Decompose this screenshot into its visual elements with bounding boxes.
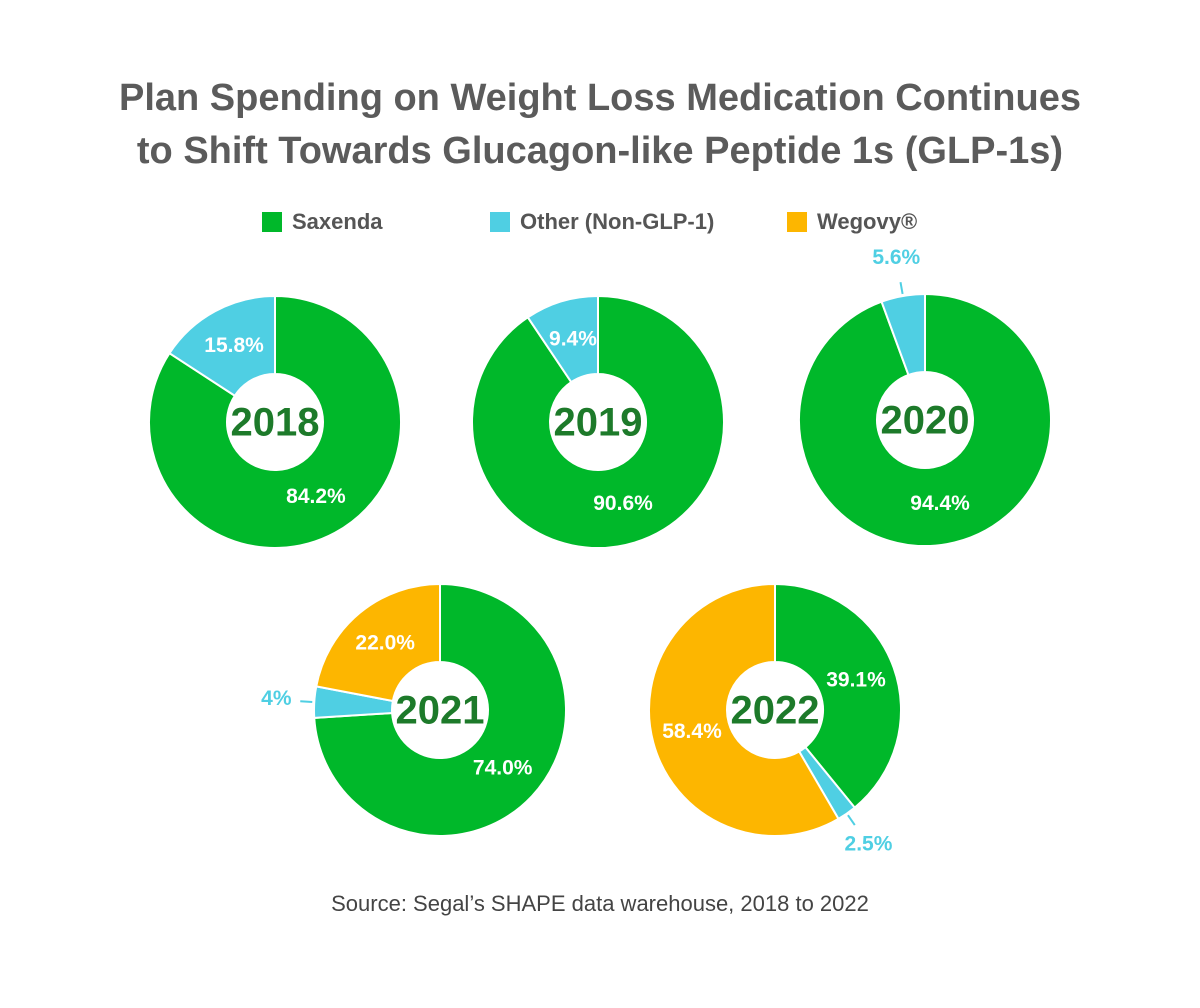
donut-segment xyxy=(313,582,567,837)
value-label: 9.4% xyxy=(549,327,597,350)
legend-label: Saxenda xyxy=(292,209,383,234)
donut-title: 2021 xyxy=(396,689,485,733)
value-label: 90.6% xyxy=(593,492,653,515)
legend-swatch xyxy=(262,212,282,232)
donut-segment xyxy=(315,582,441,703)
value-label: 22.0% xyxy=(355,631,415,654)
donut-title: 2018 xyxy=(231,401,320,445)
source: Source: Segal’s SHAPE data warehouse, 20… xyxy=(331,891,869,916)
value-label: 15.8% xyxy=(204,334,264,357)
donut-title: 2022 xyxy=(731,689,820,733)
donut-title: 2019 xyxy=(554,401,643,445)
legend-label: Other (Non-GLP-1) xyxy=(520,209,714,234)
value-label: 58.4% xyxy=(662,720,722,743)
donut-title: 2020 xyxy=(881,399,970,443)
value-label: 5.6% xyxy=(872,246,920,269)
value-label: 2.5% xyxy=(845,832,893,855)
donut-segment xyxy=(471,294,725,549)
donut-segment xyxy=(648,582,840,837)
legend-label: Wegovy® xyxy=(817,209,917,234)
donut-segment xyxy=(798,292,1052,547)
chart-title: to Shift Towards Glucagon-like Peptide 1… xyxy=(137,130,1063,172)
leader-line xyxy=(300,700,313,703)
donut-segment xyxy=(880,292,926,377)
donut-segment xyxy=(526,294,599,384)
donut-segment xyxy=(148,294,402,549)
value-label: 39.1% xyxy=(826,669,886,692)
legend-swatch xyxy=(787,212,807,232)
leader-line xyxy=(847,814,856,826)
value-label: 4% xyxy=(261,687,292,710)
value-label: 74.0% xyxy=(473,756,533,779)
chart-title: Plan Spending on Weight Loss Medication … xyxy=(119,77,1081,119)
donut-segment xyxy=(774,582,902,809)
leader-line xyxy=(899,281,904,295)
donut-segment xyxy=(168,294,276,398)
value-label: 94.4% xyxy=(910,492,970,515)
legend-swatch xyxy=(490,212,510,232)
value-label: 84.2% xyxy=(286,485,346,508)
